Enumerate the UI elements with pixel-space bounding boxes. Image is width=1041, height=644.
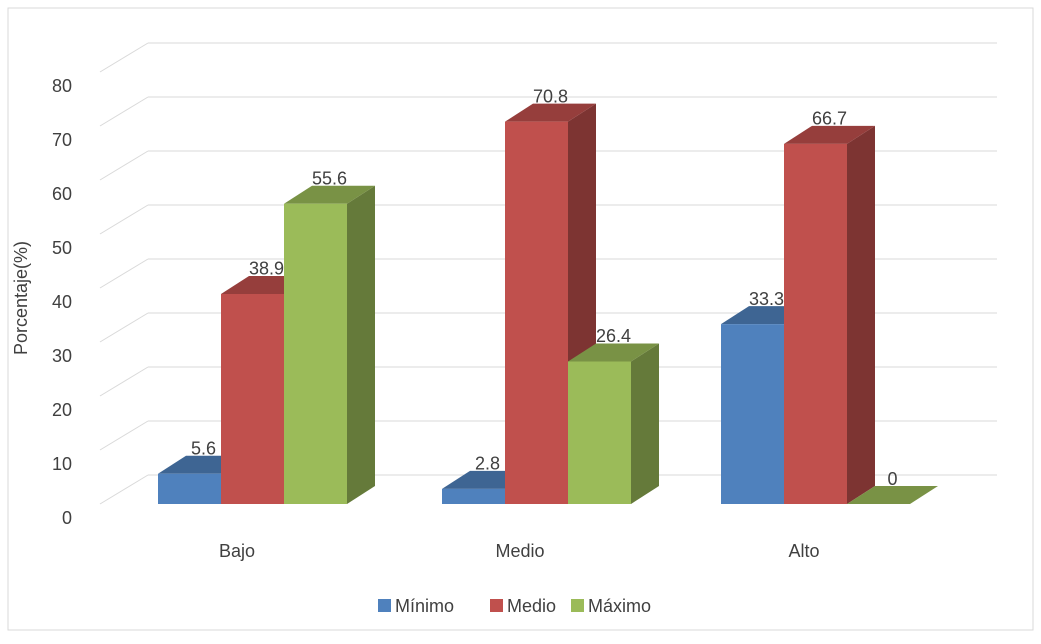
legend-swatch [378, 599, 391, 612]
grid-line-side [99, 96, 149, 127]
bar [784, 125, 875, 504]
bar-front [284, 203, 347, 504]
bar [847, 486, 938, 504]
grid-line-side [99, 420, 149, 451]
bar [284, 185, 375, 504]
data-label: 0 [887, 469, 897, 489]
grid-line-side [99, 258, 149, 289]
grid-line-side [99, 474, 149, 505]
grid-line-side [99, 42, 149, 73]
bar-front [505, 121, 568, 505]
grid-line-side [99, 204, 149, 235]
data-label: 66.7 [812, 109, 847, 129]
y-tick-label: 10 [52, 454, 72, 474]
y-tick-label: 50 [52, 238, 72, 258]
bar-front [158, 473, 221, 504]
bar-front [568, 361, 631, 504]
y-tick-label: 40 [52, 292, 72, 312]
legend-swatch [490, 599, 503, 612]
y-tick-label: 70 [52, 130, 72, 150]
bar-side [847, 125, 875, 504]
x-tick-label: Alto [788, 541, 819, 561]
y-tick-label: 60 [52, 184, 72, 204]
data-label: 5.6 [191, 439, 216, 459]
legend-label: Medio [507, 596, 556, 616]
bar-top [568, 343, 659, 362]
legend-swatch [571, 599, 584, 612]
bar-side [631, 343, 659, 504]
bar-top [784, 125, 875, 144]
grid-line-side [99, 312, 149, 343]
data-label: 70.8 [533, 86, 568, 106]
bar-front [442, 488, 505, 504]
data-label: 2.8 [475, 454, 500, 474]
data-label: 33.3 [749, 289, 784, 309]
bar-top [505, 103, 596, 122]
bar-front [784, 143, 847, 504]
bar [568, 343, 659, 504]
data-label: 26.4 [596, 326, 631, 346]
x-tick-label: Medio [495, 541, 544, 561]
bar-front [721, 324, 784, 504]
y-axis-label: Porcentaje(%) [11, 241, 31, 355]
y-tick-label: 0 [62, 508, 72, 528]
legend-label: Máximo [588, 596, 651, 616]
data-label: 38.9 [249, 259, 284, 279]
bar-top [284, 185, 375, 204]
x-tick-label: Bajo [219, 541, 255, 561]
y-tick-label: 20 [52, 400, 72, 420]
y-tick-label: 80 [52, 76, 72, 96]
bar-front [221, 293, 284, 504]
grid-line-side [99, 150, 149, 181]
bar-side [347, 185, 375, 504]
grid-line-side [99, 366, 149, 397]
data-label: 55.6 [312, 169, 347, 189]
bar-top [847, 486, 938, 504]
y-tick-label: 30 [52, 346, 72, 366]
legend-label: Mínimo [395, 596, 454, 616]
